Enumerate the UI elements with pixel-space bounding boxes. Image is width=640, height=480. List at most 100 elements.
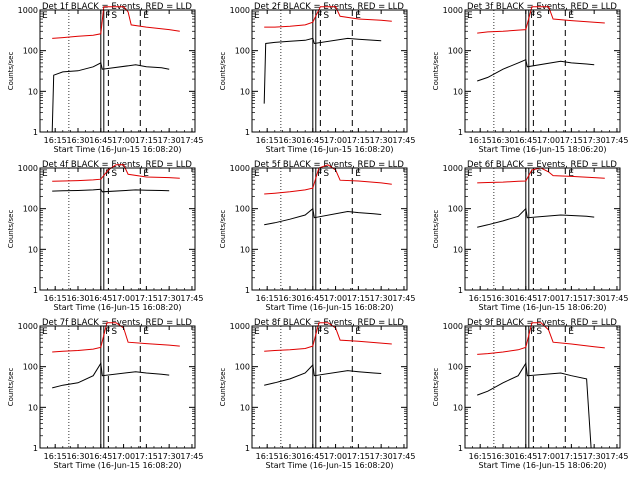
y-tick-label: 100 <box>448 363 463 372</box>
x-tick-label: 16:15 <box>469 452 492 461</box>
plot-frame <box>39 325 196 449</box>
y-axis-label: Counts/sec <box>432 368 440 407</box>
x-tick-label: 16:45 <box>514 294 537 303</box>
panel-title: Det 9f BLACK = Events, RED = LLD <box>467 318 617 328</box>
x-axis-label: Start Time (16-Jun-15 18:06:20) <box>479 461 607 470</box>
y-tick-label: 10 <box>28 87 38 96</box>
y-tick-label: 1000 <box>443 6 463 15</box>
y-tick-label: 1 <box>458 128 463 137</box>
x-tick-label: 16:45 <box>514 136 537 145</box>
x-axis-label: Start Time (16-Jun-15 16:08:20) <box>266 145 394 154</box>
marker-label-E: E <box>355 169 361 179</box>
x-tick-label: 17:00 <box>537 452 560 461</box>
marker-label-E: E <box>467 11 473 21</box>
y-axis-label: Counts/sec <box>432 210 440 249</box>
x-tick-label: 17:30 <box>370 136 393 145</box>
y-tick-label: 100 <box>235 363 250 372</box>
marker-label-S: S <box>111 327 117 337</box>
y-tick-label: 10 <box>453 245 463 254</box>
x-axis-label: Start Time (16-Jun-15 16:08:20) <box>54 303 182 312</box>
marker-label-S: S <box>111 169 117 179</box>
marker-label-E: E <box>254 169 260 179</box>
marker-label-E: E <box>143 327 149 337</box>
series-line-events <box>52 188 170 193</box>
x-tick-label: 17:45 <box>392 452 415 461</box>
marker-label-S: S <box>111 11 117 21</box>
y-tick-label: 10 <box>28 245 38 254</box>
plot-frame <box>251 9 408 133</box>
series-line-events <box>264 363 382 386</box>
x-tick-label: 17:00 <box>324 136 347 145</box>
series-line-lld <box>264 164 392 195</box>
y-tick-label: 1000 <box>443 322 463 331</box>
x-tick-label: 16:15 <box>44 294 67 303</box>
marker-label-S: S <box>323 327 329 337</box>
x-tick-label: 17:45 <box>392 294 415 303</box>
y-axis-label: Counts/sec <box>432 52 440 91</box>
x-tick-label: 17:15 <box>560 136 583 145</box>
y-tick-label: 1000 <box>18 164 38 173</box>
y-tick-label: 10 <box>240 245 250 254</box>
panel-9: Det 9f BLACK = Events, RED = LLDFSEE1101… <box>432 318 628 470</box>
x-tick-label: 16:30 <box>66 136 89 145</box>
x-axis-label: Start Time (16-Jun-15 16:08:20) <box>54 145 182 154</box>
y-tick-label: 1000 <box>230 6 250 15</box>
x-tick-label: 17:00 <box>324 294 347 303</box>
series-group <box>477 322 605 448</box>
panel-7: Det 7f BLACK = Events, RED = LLDFSEE1101… <box>7 318 203 470</box>
x-tick-label: 16:45 <box>514 452 537 461</box>
x-axis-label: Start Time (16-Jun-15 16:08:20) <box>266 303 394 312</box>
series-line-events <box>263 37 382 104</box>
x-tick-label: 17:00 <box>112 452 135 461</box>
x-tick-label: 16:15 <box>469 136 492 145</box>
y-tick-label: 1000 <box>230 322 250 331</box>
panel-3: Det 3f BLACK = Events, RED = LLDFSEE1101… <box>432 2 628 154</box>
y-axis-label: Counts/sec <box>7 210 15 249</box>
x-tick-label: 16:45 <box>89 136 112 145</box>
plot-frame <box>464 325 621 449</box>
x-tick-label: 17:45 <box>605 452 628 461</box>
panel-6: Det 6f BLACK = Events, RED = LLDFSEE1101… <box>432 160 628 312</box>
series-line-lld <box>52 164 180 182</box>
marker-label-E: E <box>254 327 260 337</box>
marker-label-S: S <box>536 327 542 337</box>
x-tick-label: 17:00 <box>112 294 135 303</box>
x-tick-label: 17:30 <box>158 294 181 303</box>
x-tick-label: 16:30 <box>278 294 301 303</box>
y-tick-label: 10 <box>28 403 38 412</box>
y-tick-label: 10 <box>240 87 250 96</box>
y-tick-label: 10 <box>453 87 463 96</box>
series-line-lld <box>477 6 605 34</box>
series-group <box>52 322 180 389</box>
x-tick-label: 17:15 <box>135 136 158 145</box>
x-tick-label: 16:15 <box>256 294 279 303</box>
x-tick-label: 16:30 <box>278 452 301 461</box>
x-tick-label: 17:15 <box>347 136 370 145</box>
marker-label-S: S <box>323 169 329 179</box>
x-axis-label: Start Time (16-Jun-15 18:06:20) <box>479 303 607 312</box>
plot-frame <box>39 167 196 291</box>
marker-label-E: E <box>42 327 48 337</box>
y-axis-label: Counts/sec <box>219 52 227 91</box>
panel-8: Det 8f BLACK = Events, RED = LLDFSEE1101… <box>219 318 415 470</box>
x-tick-label: 17:45 <box>180 294 203 303</box>
x-tick-label: 17:45 <box>605 136 628 145</box>
x-tick-label: 16:30 <box>66 452 89 461</box>
x-tick-label: 17:45 <box>180 136 203 145</box>
x-tick-label: 16:45 <box>89 452 112 461</box>
y-tick-label: 1 <box>33 444 38 453</box>
y-tick-label: 1 <box>33 286 38 295</box>
x-tick-label: 17:15 <box>347 294 370 303</box>
series-group <box>51 6 180 132</box>
y-tick-label: 100 <box>23 363 38 372</box>
x-tick-label: 17:30 <box>158 452 181 461</box>
x-tick-label: 16:15 <box>256 452 279 461</box>
y-tick-label: 100 <box>235 205 250 214</box>
series-line-lld <box>264 6 392 28</box>
series-group <box>52 164 180 193</box>
y-tick-label: 1000 <box>443 164 463 173</box>
marker-label-S: S <box>536 11 542 21</box>
x-axis-label: Start Time (16-Jun-15 16:08:20) <box>54 461 182 470</box>
y-tick-label: 100 <box>448 47 463 56</box>
marker-label-E: E <box>143 11 149 21</box>
